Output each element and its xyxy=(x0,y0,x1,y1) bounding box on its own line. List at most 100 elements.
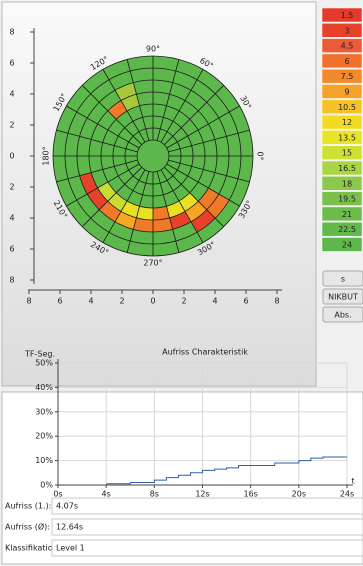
polar-cell xyxy=(185,201,207,222)
polar-spoke xyxy=(168,129,250,153)
x-tick-label: 2 xyxy=(119,297,124,306)
x-tick-label: 20s xyxy=(292,490,306,499)
field-value: Level 1 xyxy=(56,544,85,553)
polar-spoke xyxy=(160,69,204,143)
x-tick-label: 6 xyxy=(243,297,248,306)
polar-cell xyxy=(79,172,98,194)
y-tick-label: 4 xyxy=(9,90,14,99)
polar-cell xyxy=(99,201,121,222)
legend-label: 9 xyxy=(344,88,349,97)
y-tick-label: 8 xyxy=(9,28,14,37)
y-tick-label: 2 xyxy=(9,183,14,192)
y-tick-label: 50% xyxy=(35,359,53,368)
polar-spoke xyxy=(66,105,140,149)
button-label[interactable]: s xyxy=(341,275,345,284)
polar-spoke xyxy=(168,159,250,183)
angle-label: 90° xyxy=(146,45,160,54)
legend-label: 10.5 xyxy=(338,103,356,112)
x-tick-label: 8s xyxy=(150,490,159,499)
field-label: Klassifikation: xyxy=(5,544,60,553)
polar-cell xyxy=(121,201,140,218)
legend-swatch xyxy=(321,114,363,130)
legend-swatch xyxy=(321,176,363,191)
polar-cell xyxy=(153,206,170,220)
polar-spoke xyxy=(56,159,138,183)
field-value: 4.07s xyxy=(56,502,78,511)
legend-label: 16.5 xyxy=(338,164,356,173)
legend-swatch xyxy=(321,221,363,237)
field-label: Aufriss (Ø): xyxy=(5,522,50,532)
button-label[interactable]: Abs. xyxy=(334,311,351,320)
y-axis-label: TF-Seg. xyxy=(24,350,55,359)
polar-spoke xyxy=(166,105,240,149)
polar-cell xyxy=(153,217,173,232)
field-box xyxy=(51,539,363,557)
polar-cell xyxy=(133,217,153,232)
y-tick-label: 6 xyxy=(9,245,14,254)
polar-cell xyxy=(166,201,185,218)
x-tick-label: 0s xyxy=(53,490,62,499)
polar-spoke xyxy=(126,59,150,141)
x-tick-label: 8 xyxy=(26,297,31,306)
legend-swatch xyxy=(321,84,363,99)
x-tick-label: 4 xyxy=(88,297,93,306)
x-tick-label: 24s xyxy=(340,490,354,499)
field-label: Aufriss (1.): xyxy=(5,502,51,511)
field-box xyxy=(51,518,363,536)
legend-label: 18 xyxy=(342,179,352,188)
polar-spoke xyxy=(82,167,142,227)
legend-swatch xyxy=(321,145,363,160)
button-label[interactable]: NIKBUT xyxy=(328,293,358,302)
legend-swatch xyxy=(321,191,363,206)
polar-spoke xyxy=(156,59,180,141)
polar-cell xyxy=(115,82,137,101)
polar-cell xyxy=(136,206,153,220)
legend-swatch xyxy=(321,99,363,115)
polar-spoke xyxy=(164,85,224,145)
polar-cell xyxy=(107,100,127,120)
button[interactable] xyxy=(322,270,363,287)
legend-label: 1.5 xyxy=(341,11,354,20)
x-tick-label: 0 xyxy=(150,297,155,306)
x-tick-label: 6 xyxy=(57,297,62,306)
legend-swatch xyxy=(321,130,363,145)
polar-cell xyxy=(121,94,140,111)
y-tick-label: 0 xyxy=(9,152,14,161)
polar-spoke xyxy=(164,167,224,227)
legend-swatch xyxy=(321,53,363,69)
button[interactable] xyxy=(322,288,363,305)
legend-label: 4.5 xyxy=(341,42,354,51)
polar-spoke xyxy=(160,169,204,243)
polar-spoke xyxy=(102,169,146,243)
legend-swatch xyxy=(321,206,363,222)
polar-cell xyxy=(169,211,191,230)
polar-cell xyxy=(206,194,230,219)
legend-swatch xyxy=(321,38,363,53)
legend-swatch xyxy=(321,68,363,84)
y-tick-label: 30% xyxy=(35,407,53,416)
x-tick-label: 12s xyxy=(195,490,209,499)
polar-cell xyxy=(87,188,108,210)
x-tick-label: 4 xyxy=(212,297,217,306)
y-tick-label: 20% xyxy=(35,432,53,441)
legend-label: 15 xyxy=(342,149,352,158)
polar-cell xyxy=(198,188,219,210)
chart-panel xyxy=(1,391,363,565)
polar-spoke xyxy=(126,171,150,253)
chart-title: Aufriss Charakteristik xyxy=(162,348,248,357)
angle-label: 270° xyxy=(143,259,162,268)
y-tick-label: 8 xyxy=(9,276,14,285)
x-tick-label: 16s xyxy=(243,490,257,499)
legend-label: 24 xyxy=(342,241,352,250)
button[interactable] xyxy=(322,306,363,323)
angle-label: 0° xyxy=(256,151,265,160)
field-box xyxy=(51,497,363,515)
y-tick-label: 6 xyxy=(9,59,14,68)
y-tick-label: 2 xyxy=(9,121,14,130)
polar-spoke xyxy=(82,85,142,145)
x-axis-label: t xyxy=(351,477,354,486)
legend-label: 13.5 xyxy=(338,133,356,142)
polar-spoke xyxy=(156,171,180,253)
legend-label: 19.5 xyxy=(338,195,356,204)
